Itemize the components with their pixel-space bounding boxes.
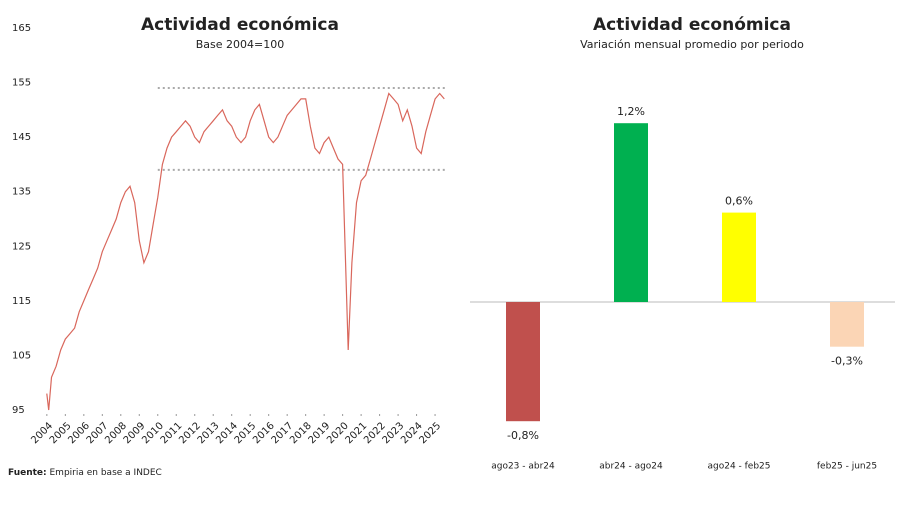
value-label: -0,3% [831, 355, 863, 368]
data-line [46, 92, 445, 411]
chart-subtitle: Variación mensual promedio por periodo [580, 38, 804, 51]
value-label: 1,2% [617, 105, 645, 118]
x-tick-label: 2025 [418, 420, 444, 446]
bar [830, 302, 864, 347]
bar [722, 212, 756, 302]
y-tick-label: 155 [12, 78, 31, 89]
chart-subtitle: Base 2004=100 [196, 38, 285, 51]
y-tick-label: 95 [12, 405, 25, 416]
y-tick-label: 105 [12, 350, 31, 361]
chart-title: Actividad económica [141, 15, 339, 35]
y-tick-label: 165 [12, 23, 31, 34]
chart-title: Actividad económica [593, 15, 791, 35]
x-tick-label: ago24 - feb25 [707, 462, 770, 472]
y-tick-label: 145 [12, 132, 31, 143]
x-tick-label: abr24 - ago24 [599, 462, 663, 472]
source: Fuente: Empiria en base a INDEC [8, 468, 162, 478]
y-tick-label: 115 [12, 296, 31, 307]
line-chart: Actividad económica Base 2004=100 Fuente… [8, 15, 447, 478]
value-label: 0,6% [725, 195, 753, 208]
x-tick-label: ago23 - abr24 [491, 462, 555, 472]
y-tick-label: 135 [12, 187, 31, 198]
x-tick-label: feb25 - jun25 [817, 462, 877, 472]
value-label: -0,8% [507, 429, 539, 442]
source-label: Fuente: [8, 468, 47, 478]
source-text: Empiria en base a INDEC [50, 468, 162, 478]
bar [506, 302, 540, 422]
y-tick-label: 125 [12, 241, 31, 252]
bar-chart: Actividad económica Variación mensual pr… [470, 15, 895, 472]
bar [614, 123, 648, 302]
